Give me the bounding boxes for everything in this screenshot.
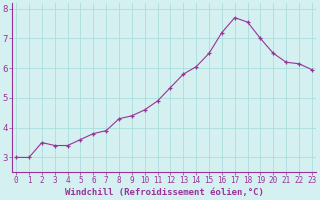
X-axis label: Windchill (Refroidissement éolien,°C): Windchill (Refroidissement éolien,°C)	[65, 188, 263, 197]
